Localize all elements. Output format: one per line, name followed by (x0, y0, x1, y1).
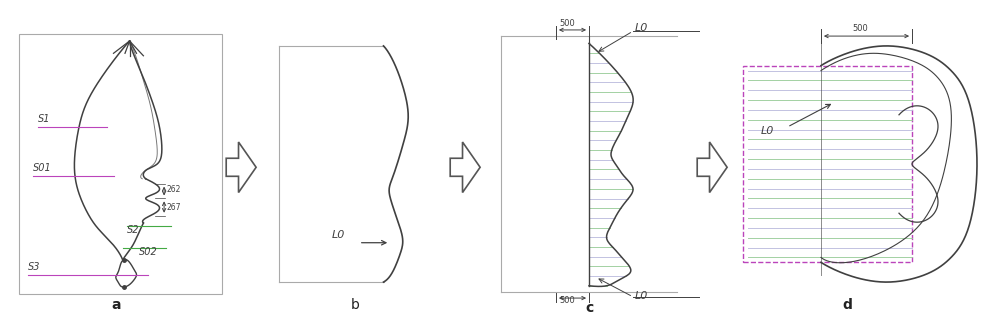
Bar (743, 66, 912, 262)
Text: S01: S01 (33, 163, 52, 174)
Text: 500: 500 (559, 296, 575, 305)
FancyArrow shape (450, 142, 480, 193)
Text: 267: 267 (166, 203, 181, 212)
Text: d: d (842, 298, 852, 312)
FancyArrow shape (697, 142, 727, 193)
FancyArrow shape (226, 142, 256, 193)
Text: 500: 500 (852, 24, 868, 33)
Text: L0: L0 (635, 23, 649, 33)
Text: L0: L0 (761, 127, 775, 136)
Text: L0: L0 (332, 230, 346, 240)
Text: c: c (585, 300, 593, 315)
Text: L0: L0 (635, 291, 649, 301)
Text: S2: S2 (127, 225, 140, 235)
Text: S1: S1 (38, 114, 50, 124)
Text: 500: 500 (559, 19, 575, 28)
Text: a: a (111, 298, 121, 312)
Text: S02: S02 (139, 247, 158, 257)
Text: b: b (351, 298, 359, 312)
Bar (19, 34, 222, 295)
Text: 262: 262 (166, 185, 181, 194)
Text: S3: S3 (28, 262, 41, 272)
